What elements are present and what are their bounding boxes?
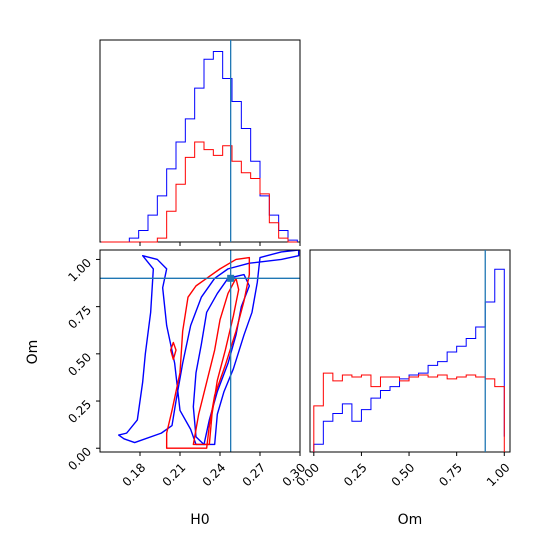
histogram-om-blue-series (313, 268, 505, 452)
contour-y-tick-label: 0.00 (65, 444, 94, 473)
x-axis-label-h0: H0 (190, 512, 209, 528)
contour-y-tick-label: 1.00 (65, 256, 94, 285)
histogram-om-red-series (313, 372, 505, 452)
contour-h0-om-panel: 0.18 0.21 0.24 0.27 0.300.000.250.500.751.00 (65, 249, 308, 489)
truth-marker (227, 274, 235, 282)
contour-x-tick-label: 0.18 (120, 460, 149, 489)
histogram-h0-red-series (101, 141, 298, 243)
contour-red-level-4 (169, 341, 177, 361)
histogram-om-x-tick-label: 0.25 (341, 460, 370, 489)
histogram-om-frame (309, 249, 511, 453)
contour-x-tick-label: 0.27 (240, 460, 269, 489)
contour-y-tick-label: 0.50 (65, 350, 94, 379)
contour-red-level-2 (165, 256, 251, 449)
histogram-h0-frame (99, 39, 301, 243)
contour-blue-level-1 (192, 273, 251, 446)
contour-x-tick-label: 0.24 (200, 460, 229, 489)
contour-red-level-3 (192, 277, 240, 446)
histogram-h0-panel (99, 39, 301, 246)
axis-labels: H0 Om Om (25, 340, 422, 528)
contour-x-tick-label: 0.21 (160, 460, 189, 489)
histogram-om-x-tick-label: 0.75 (436, 460, 465, 489)
histogram-h0-blue-series (101, 51, 298, 243)
y-axis-label-om: Om (25, 340, 41, 365)
histogram-om-x-tick-label: 0.50 (389, 460, 418, 489)
x-axis-label-om: Om (398, 512, 423, 528)
histogram-om-x-tick-label: 1.00 (484, 460, 513, 489)
contour-y-tick-label: 0.75 (65, 303, 94, 332)
histogram-om-panel: 0.00 0.25 0.50 0.75 1.00 (293, 249, 513, 489)
contour-blue-level-0 (117, 250, 300, 446)
contour-frame (99, 249, 301, 453)
contour-y-tick-label: 0.25 (65, 397, 94, 426)
